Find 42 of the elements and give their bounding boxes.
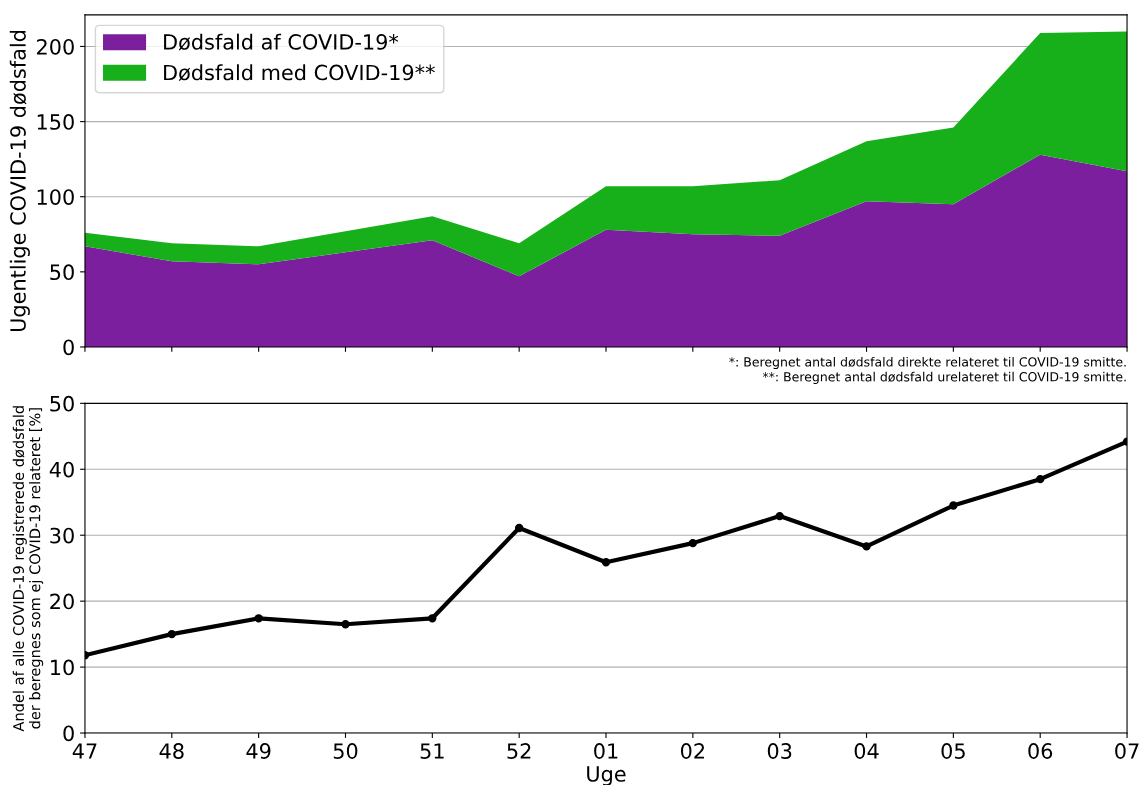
point [341,620,350,629]
point [428,614,437,623]
x-tick-label: 50 [333,743,358,759]
x-tick-label: 52 [507,743,531,759]
x-tick-label: 51 [420,743,444,759]
x-tick-label: 49 [246,743,271,759]
x-tick-label: 47 [72,743,97,759]
y-tick-label: 0 [63,339,74,356]
y-tick-label: 0 [63,725,74,742]
point [167,629,176,639]
y-tick-label: 50 [50,395,74,412]
x-tick-label: 48 [159,743,184,759]
x-axis-title: Uge [587,766,626,785]
point [862,542,871,551]
x-tick-label: 04 [854,743,879,759]
y-axis-title: Andel af alle COVID-19 registrerede dødsfald der beregnes som ej COVID-19 relateret [%] [12,406,44,732]
text: *: Beregnet antal dødsfald direkte relateret til COVID-19 smitte. [729,356,1126,370]
x-tick-label: 03 [767,743,792,759]
y-tick-label: 150 [37,114,74,130]
x-tick-label: 06 [1028,743,1053,759]
point [601,558,611,567]
x-tick-label: 07 [1115,743,1139,759]
legend-label: Dødsfald med COVID-19** [164,64,435,82]
point [254,614,263,623]
x-tick-label: 05 [941,743,965,759]
y-tick-label: 30 [50,527,74,544]
point [775,511,784,521]
x-tick-label: 02 [680,743,705,759]
y-tick-label: 40 [49,461,74,478]
legend-label: Dødsfald af COVID-19* [164,33,399,51]
y-tick-label: 200 [37,38,74,55]
x-tick-label: 01 [594,743,618,759]
point [514,523,524,533]
y-tick-label: 10 [51,659,74,676]
y-tick-label: 50 [50,264,74,281]
y-tick-label: 20 [50,593,74,610]
point [1036,474,1045,484]
y-axis-title: Ugentlige COVID-19 dødsfald [9,30,30,331]
point [688,538,698,548]
point [949,501,958,510]
y-tick-label: 100 [37,189,74,205]
text: **: Beregnet antal dødsfald urelateret til COVID-19 smitte. [762,371,1126,384]
